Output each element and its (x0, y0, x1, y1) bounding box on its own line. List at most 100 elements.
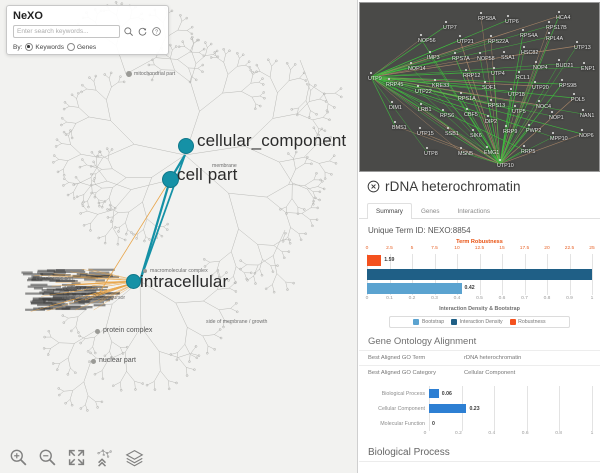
radio-keywords-icon[interactable] (25, 43, 33, 51)
tree-canvas[interactable] (0, 0, 357, 473)
detail-tabs[interactable]: Summary Genes Interactions (359, 202, 600, 219)
network-node-label: HCA4 (556, 15, 570, 21)
help-icon[interactable]: ? (151, 26, 162, 37)
network-node-label: DIP2 (485, 119, 497, 125)
tab-genes[interactable]: Genes (412, 203, 449, 219)
go-bar (429, 404, 466, 413)
collapse-icon[interactable] (96, 448, 115, 467)
tree-label-ribosomal-subunit: ribosomal subunit (62, 286, 103, 292)
robustness-x-axis-label: Interaction Density & Bootstrap (367, 306, 592, 312)
network-node-label: ENP1 (581, 66, 595, 72)
chart-bar-row: 1.59 (367, 254, 592, 267)
radio-option-genes[interactable]: Genes (67, 43, 96, 51)
go-category-label: Biological Process (367, 391, 429, 397)
robustness-top-axis: 0 2.5 5 7.5 10 12.5 15 17.5 20 22.5 25 (367, 246, 592, 254)
search-input[interactable] (13, 25, 120, 38)
axis-tick: 22.5 (565, 246, 575, 251)
go-bar-row: Molecular Function 0 (367, 416, 592, 431)
axis-tick: 10 (454, 246, 459, 251)
alignment-row-category: Best Aligned GO Category Cellular Compon… (359, 365, 600, 380)
radio-genes-icon[interactable] (67, 43, 75, 51)
page-title: rDNA heterochromatin (385, 179, 521, 194)
go-alignment-chart: Biological Process 0.06 Cellular Component… (367, 386, 592, 440)
network-node-label: PWP2 (526, 128, 541, 134)
go-bar-track: 0.23 (429, 401, 592, 416)
network-node-label: NOP56 (418, 38, 436, 44)
search-icon[interactable] (123, 26, 134, 37)
tree-node-nuclear-part[interactable] (91, 359, 96, 364)
network-node-label: UTP9 (368, 76, 382, 82)
search-panel[interactable]: NeXO ? By: Ke (6, 5, 169, 55)
axis-tick: 0.5 (476, 296, 483, 301)
axis-tick: 12.5 (475, 246, 485, 251)
tree-node-cell-part[interactable] (163, 172, 178, 187)
network-node-label: EMG1 (484, 150, 499, 156)
chart-bar-robustness (367, 255, 381, 266)
view-toolbar[interactable] (0, 441, 357, 473)
tab-summary[interactable]: Summary (367, 203, 412, 219)
zoom-in-icon[interactable] (9, 448, 28, 467)
grid-line (592, 401, 593, 416)
axis-tick: 2.5 (386, 246, 393, 251)
network-node-label: SSA1 (501, 55, 515, 61)
network-node-label: MPP10 (550, 136, 568, 142)
ontology-tree-panel[interactable]: cellular_component cell part intracellul… (0, 0, 358, 473)
close-circle-icon[interactable] (367, 180, 380, 193)
robustness-bottom-axis: 0 0.1 0.2 0.3 0.4 0.5 0.6 0.7 0.8 0.9 1 (367, 296, 592, 305)
legend-interaction-density-swatch (451, 319, 457, 325)
robustness-chart: Term Robustness 0 2.5 5 7.5 10 12.5 15 17.5 20 22… (367, 239, 592, 328)
network-node-label: RRP45 (386, 82, 403, 88)
network-node-label: NOC4 (536, 104, 551, 110)
network-node-label: RPL4A (546, 36, 563, 42)
grid-line (527, 401, 528, 416)
legend-interaction-density: Interaction Density (451, 319, 502, 325)
axis-tick: 1 (591, 296, 594, 301)
tree-label-side-of-membrane: side of membrane / growth (206, 319, 267, 325)
grid-line (559, 401, 560, 416)
reset-icon[interactable] (137, 26, 148, 37)
axis-tick: 17.5 (520, 246, 530, 251)
go-bar-value: 0.23 (469, 406, 479, 412)
search-by-row[interactable]: By: Keywords Genes (13, 43, 162, 51)
search-row[interactable]: ? (13, 25, 162, 38)
network-node-label: UTP4 (491, 71, 505, 77)
grid-line (462, 386, 463, 401)
network-node-label: RPS1A (458, 96, 476, 102)
term-detail-panel[interactable]: rDNA heterochromatin Summary Genes Inter… (359, 172, 600, 473)
chart-bar-row: 0.42 (367, 282, 592, 295)
axis-tick: 0.4 (488, 431, 495, 436)
tab-interactions[interactable]: Interactions (449, 203, 500, 219)
legend-robustness: Robustness (510, 319, 546, 325)
grid-line (527, 386, 528, 401)
radio-option-keywords[interactable]: Keywords (25, 43, 64, 51)
alignment-section-header: Gene Ontology Alignment (359, 328, 600, 350)
axis-tick: 7.5 (431, 246, 438, 251)
tree-node-mitochondrial-part[interactable] (126, 71, 132, 77)
legend-robustness-label: Robustness (518, 319, 545, 325)
axis-tick: 0.7 (521, 296, 528, 301)
tree-node-intracellular[interactable] (127, 275, 140, 288)
tree-node-cellular-component[interactable] (179, 139, 193, 153)
gene-interaction-network[interactable]: UTP9 NOP56 UTP7 RPS8A UTP6 UTP21 RPS22A RPS4A RP… (359, 2, 600, 172)
svg-text:?: ? (155, 30, 158, 36)
axis-tick: 5 (411, 246, 414, 251)
tree-node-protein-complex[interactable] (95, 329, 100, 334)
radio-keywords-label: Keywords (35, 44, 64, 51)
tree-label-cytoplasmic-part: cytoplasmic part (36, 276, 73, 282)
axis-tick: 0.6 (499, 296, 506, 301)
go-x-axis: 0 0.2 0.4 0.6 0.8 1 (425, 431, 592, 440)
chart-bar-value: 0.42 (465, 285, 475, 291)
axis-tick: 0.1 (386, 296, 393, 301)
fit-screen-icon[interactable] (67, 448, 86, 467)
axis-tick: 0.2 (455, 431, 462, 436)
legend-interaction-density-label: Interaction Density (460, 319, 503, 325)
layers-icon[interactable] (125, 448, 144, 467)
network-node-label: NAN1 (580, 113, 594, 119)
network-node-label: RPS6 (440, 113, 454, 119)
network-node-label: RRP9 (503, 129, 517, 135)
axis-tick: 0.4 (454, 296, 461, 301)
zoom-out-icon[interactable] (38, 448, 57, 467)
go-category-label: Molecular Function (367, 421, 429, 427)
network-node-label: UTP13 (574, 45, 591, 51)
network-node-label: NOP1 (549, 115, 564, 121)
